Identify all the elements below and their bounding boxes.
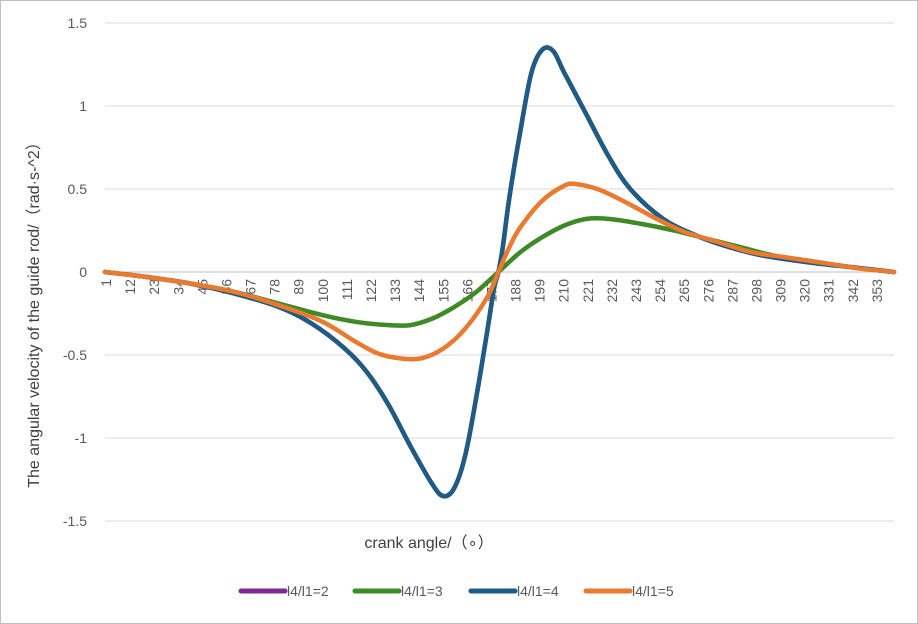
- x-tick-label: 331: [821, 279, 837, 303]
- x-tick-label: 221: [580, 279, 596, 303]
- x-tick-label: 353: [869, 279, 885, 303]
- y-tick-label: -0.5: [63, 347, 87, 363]
- x-tick-label: 276: [700, 279, 716, 303]
- y-tick-label: 1.5: [68, 15, 88, 31]
- x-tick-label: 342: [845, 279, 861, 303]
- x-tick-label: 254: [652, 279, 668, 303]
- x-tick-label: 23: [146, 279, 162, 295]
- legend-label: l4/l1=5: [632, 583, 674, 599]
- legend-item: l4/l1=3: [352, 583, 443, 599]
- x-tick-label: 243: [628, 279, 644, 303]
- y-tick-label: -1.5: [63, 513, 87, 529]
- legend-item: l4/l1=5: [583, 583, 674, 599]
- x-axis-title: crank angle/（∘）: [364, 534, 493, 552]
- x-tick-label: 1: [98, 279, 114, 287]
- y-axis-ticks: 1.5 1 0.5 0 -0.5 -1 -1.5: [63, 15, 87, 529]
- legend-label: l4/l1=2: [287, 583, 329, 599]
- legend: l4/l1=2 l4/l1=3 l4/l1=4 l4/l1=5: [238, 583, 674, 599]
- x-tick-label: 199: [532, 279, 548, 303]
- x-tick-label: 287: [724, 279, 740, 303]
- x-tick-label: 320: [797, 279, 813, 303]
- y-axis-title: The angular velocity of the guide rod/（r…: [25, 134, 43, 487]
- legend-item: l4/l1=4: [468, 583, 559, 599]
- y-tick-label: 1: [79, 98, 87, 114]
- x-tick-label: 265: [676, 279, 692, 303]
- legend-label: l4/l1=4: [517, 583, 559, 599]
- series-line-l4-l1-5: [102, 181, 897, 362]
- x-tick-label: 78: [267, 279, 283, 295]
- x-tick-label: 188: [508, 279, 524, 303]
- legend-label: l4/l1=3: [401, 583, 443, 599]
- x-tick-label: 133: [387, 279, 403, 303]
- x-tick-label: 210: [556, 279, 572, 303]
- x-tick-label: 67: [243, 279, 259, 295]
- legend-item: l4/l1=2: [238, 583, 329, 599]
- y-tick-label: -1: [75, 430, 88, 446]
- gridlines: [105, 22, 894, 522]
- x-tick-label: 144: [411, 279, 427, 303]
- y-tick-label: 0: [79, 264, 87, 280]
- x-tick-label: 111: [339, 279, 355, 300]
- x-tick-label: 89: [291, 279, 307, 295]
- x-tick-label: 12: [122, 279, 138, 295]
- x-tick-label: 155: [435, 279, 451, 303]
- x-tick-label: 298: [748, 279, 764, 303]
- x-tick-label: 232: [604, 279, 620, 303]
- y-tick-label: 0.5: [68, 181, 88, 197]
- x-tick-label: 100: [315, 279, 331, 303]
- x-tick-label: 122: [363, 279, 379, 303]
- series-lines: [102, 45, 897, 499]
- x-tick-label: 309: [773, 279, 789, 303]
